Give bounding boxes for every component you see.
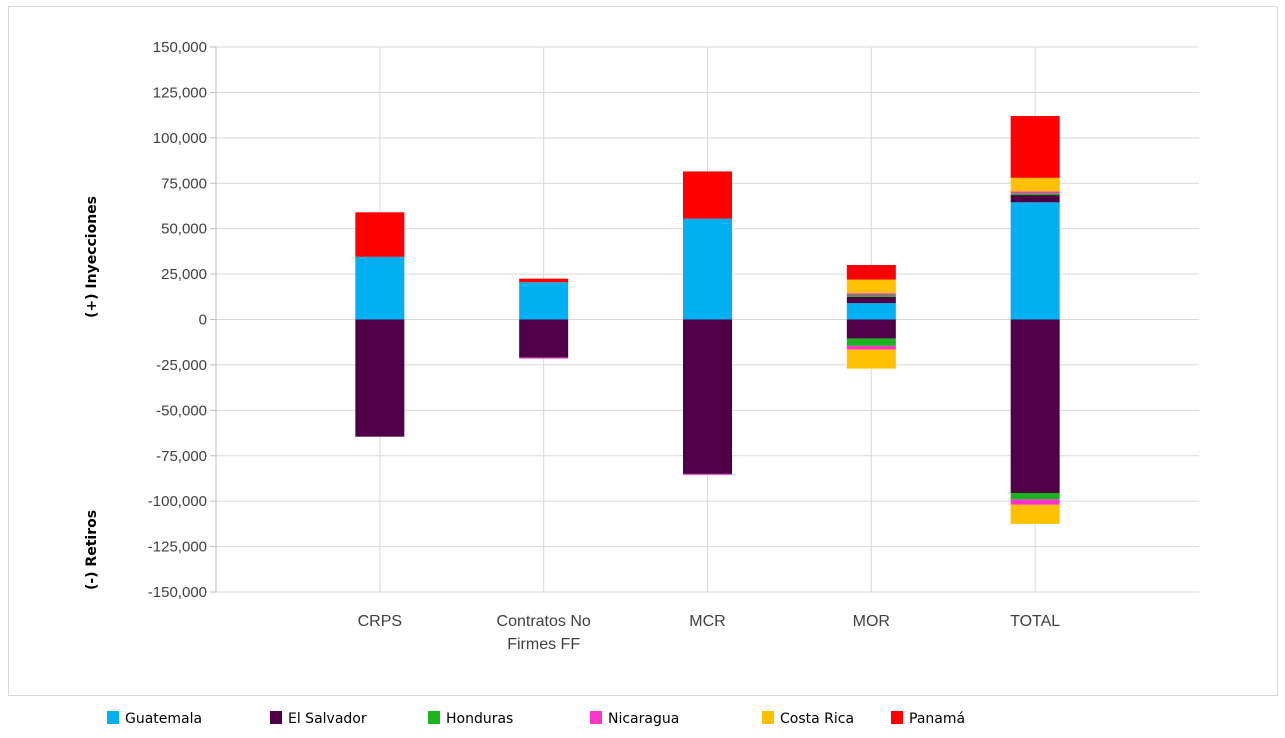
bar-segment: [846, 265, 896, 280]
x-axis-categories: CRPS Contratos No Firmes FF MCR MOR TOTAL: [358, 613, 1061, 653]
bar-segment: [1010, 492, 1060, 500]
bar-segment: [1010, 191, 1060, 194]
category-label: MOR: [853, 613, 890, 630]
legend-label: Honduras: [446, 711, 513, 727]
y-tick-label: 100,000: [153, 130, 207, 147]
bar-segment: [846, 293, 896, 295]
legend-swatch: [428, 711, 440, 724]
legend-swatch: [762, 711, 774, 724]
y-tick-label: 150,000: [153, 39, 207, 56]
legend-swatch: [107, 711, 119, 724]
bar-segment: [846, 349, 896, 369]
legend-label: Costa Rica: [780, 711, 854, 727]
y-tick-label: -50,000: [156, 402, 207, 419]
bar-segment: [1010, 195, 1060, 203]
legend-swatch: [270, 711, 282, 724]
bar-segment: [519, 357, 569, 359]
legend-swatch: [891, 711, 903, 724]
bar-segment: [846, 294, 896, 297]
bar-segment: [683, 171, 732, 219]
bar-segment: [355, 212, 405, 257]
bar-segment: [846, 296, 896, 304]
category-label: MCR: [689, 613, 725, 630]
category-label: CRPS: [358, 613, 402, 630]
category-label: Firmes FF: [507, 636, 580, 653]
legend-label: Guatemala: [125, 711, 202, 727]
y-tick-label: -100,000: [148, 493, 207, 510]
y-axis-ticks: 150,000 125,000 100,000 75,000 50,000 25,000 0…: [148, 39, 207, 601]
bar-segment: [846, 345, 896, 350]
bar-segment: [1010, 504, 1060, 524]
y-tick-label: -150,000: [148, 584, 207, 601]
bar-segment: [1010, 499, 1060, 505]
bar-segment: [355, 319, 405, 437]
y-axis-title-positive: (+) Inyecciones: [84, 196, 100, 318]
y-tick-label: 75,000: [161, 175, 207, 192]
y-tick-label: 0: [199, 312, 207, 329]
bar-segment: [683, 218, 732, 320]
bar-segment: [683, 473, 732, 475]
y-tick-label: -25,000: [156, 357, 207, 374]
y-tick-label: -125,000: [148, 539, 207, 556]
stacked-bar-chart: 150,000 125,000 100,000 75,000 50,000 25,000 0…: [84, 39, 1199, 653]
bar-segment: [519, 319, 569, 358]
legend-label: Panamá: [909, 711, 965, 727]
chart-area: 150,000 125,000 100,000 75,000 50,000 25,000 0…: [8, 6, 1278, 696]
legend: Guatemala El Salvador Honduras Nicaragua Cos…: [107, 711, 965, 727]
y-tick-label: 50,000: [161, 221, 207, 238]
y-tick-label: 125,000: [153, 84, 207, 101]
bars: [355, 116, 1060, 524]
y-axis-title-negative: (-) Retiros: [84, 510, 100, 590]
bar-segment: [846, 338, 896, 346]
bar-segment: [683, 319, 732, 474]
bar-segment: [846, 279, 896, 294]
bar-segment: [1010, 116, 1060, 178]
y-tick-label: 25,000: [161, 266, 207, 283]
category-label: TOTAL: [1010, 613, 1060, 630]
bar-segment: [519, 278, 569, 283]
legend-swatch: [590, 711, 602, 724]
bar-segment: [355, 256, 405, 320]
legend-label: Nicaragua: [608, 711, 679, 727]
y-tick-label: -75,000: [156, 448, 207, 465]
bar-segment: [1010, 202, 1060, 320]
bar-segment: [1010, 319, 1060, 493]
legend-label: El Salvador: [288, 711, 367, 727]
bar-segment: [846, 319, 896, 339]
category-label: Contratos No: [497, 613, 591, 630]
bar-segment: [519, 282, 569, 320]
bar-segment: [846, 303, 896, 320]
bar-segment: [1010, 193, 1060, 196]
bar-segment: [1010, 177, 1060, 192]
